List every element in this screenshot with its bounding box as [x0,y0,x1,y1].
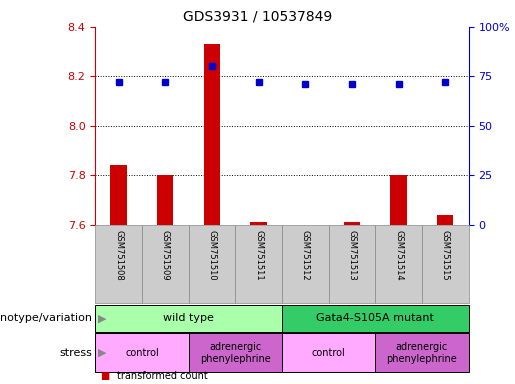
Text: GSM751511: GSM751511 [254,230,263,281]
Bar [437,215,454,225]
Text: GSM751515: GSM751515 [441,230,450,281]
Text: transformed count: transformed count [117,371,208,381]
Text: genotype/variation: genotype/variation [0,313,93,323]
Text: ■: ■ [100,371,110,381]
Text: adrenergic
phenylephrine: adrenergic phenylephrine [200,342,271,364]
Text: ▶: ▶ [98,313,107,323]
Bar [282,333,375,372]
Text: ▶: ▶ [98,348,107,358]
Text: control: control [125,348,159,358]
Bar [375,333,469,372]
Text: wild type: wild type [163,313,214,323]
Text: GSM751510: GSM751510 [208,230,216,281]
Text: GSM751509: GSM751509 [161,230,170,281]
Text: GSM751513: GSM751513 [348,230,356,281]
Text: stress: stress [60,348,93,358]
Bar [282,225,329,303]
Bar [390,175,407,225]
Text: GSM751514: GSM751514 [394,230,403,281]
Bar [188,333,282,372]
Bar [282,305,469,332]
Bar [250,222,267,225]
Bar [95,305,282,332]
Bar [235,225,282,303]
Bar [110,166,127,225]
Bar [422,225,469,303]
Bar [188,225,235,303]
Text: GSM751512: GSM751512 [301,230,310,281]
Bar [375,225,422,303]
Text: GDS3931 / 10537849: GDS3931 / 10537849 [183,10,332,23]
Bar [157,175,174,225]
Bar [142,225,188,303]
Bar [95,333,188,372]
Text: control: control [312,348,346,358]
Bar [204,44,220,225]
Text: adrenergic
phenylephrine: adrenergic phenylephrine [387,342,457,364]
Text: Gata4-S105A mutant: Gata4-S105A mutant [316,313,434,323]
Bar [95,225,142,303]
Bar [344,222,360,225]
Text: GSM751508: GSM751508 [114,230,123,281]
Bar [329,225,375,303]
